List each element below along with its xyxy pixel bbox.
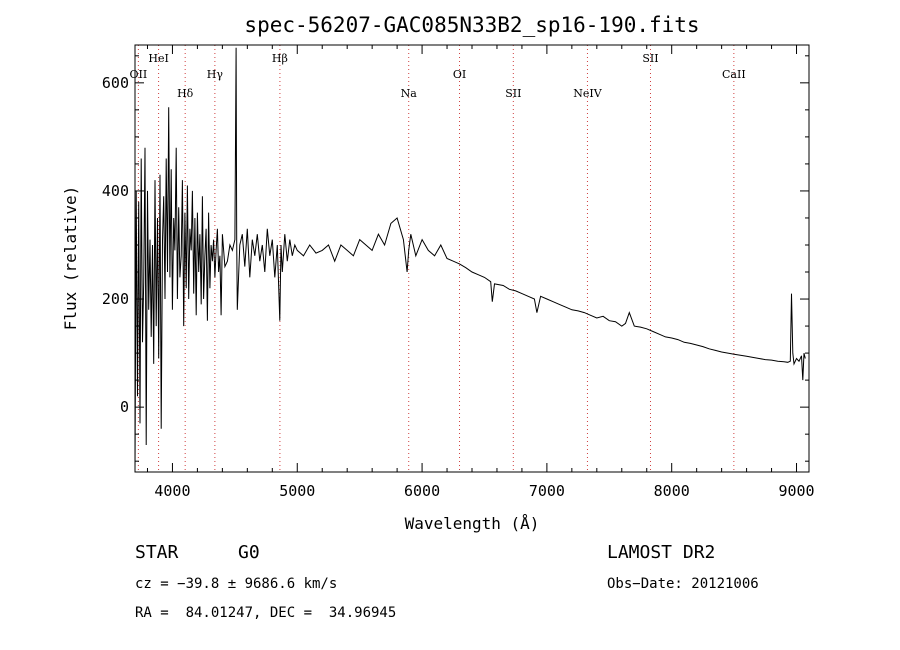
line-label: Hδ (177, 87, 194, 100)
line-label: Hβ (272, 52, 288, 65)
x-tick-label: 8000 (654, 482, 690, 500)
x-tick-label: 5000 (279, 482, 315, 500)
coordinates: RA = 84.01247, DEC = 34.96945 (135, 605, 397, 621)
line-label: CaII (722, 68, 746, 81)
line-label: SII (505, 87, 521, 100)
x-tick-label: 6000 (404, 482, 440, 500)
x-tick-label: 7000 (529, 482, 565, 500)
y-tick-label: 0 (120, 398, 129, 416)
x-tick-label: 9000 (778, 482, 814, 500)
x-axis-label: Wavelength (Å) (405, 514, 540, 533)
y-tick-label: 600 (102, 74, 129, 92)
y-axis-label: Flux (relative) (61, 186, 80, 331)
object-subclass: G0 (238, 542, 260, 563)
line-label: OI (453, 68, 466, 81)
spectrum-line (134, 47, 806, 473)
line-label: SII (642, 52, 658, 65)
redshift-info: cz = −39.8 ± 9686.6 km/s (135, 576, 338, 592)
line-label: HeI (148, 52, 168, 65)
object-type: STAR (135, 542, 179, 563)
obs-date: Obs−Date: 20121006 (607, 576, 759, 592)
y-tick-label: 400 (102, 182, 129, 200)
survey-name: LAMOST DR2 (607, 542, 716, 563)
line-label: NeIV (573, 87, 602, 100)
y-axis: 0 200 400 600 (102, 55, 809, 462)
y-tick-label: 200 (102, 290, 129, 308)
x-tick-label: 4000 (154, 482, 190, 500)
line-label: Na (401, 87, 418, 100)
x-axis: 4000 5000 6000 7000 8000 9000 (146, 45, 815, 500)
line-label: OII (130, 68, 148, 81)
line-label: Hγ (207, 68, 224, 81)
chart-title: spec-56207-GAC085N33B2_sp16-190.fits (244, 13, 699, 37)
